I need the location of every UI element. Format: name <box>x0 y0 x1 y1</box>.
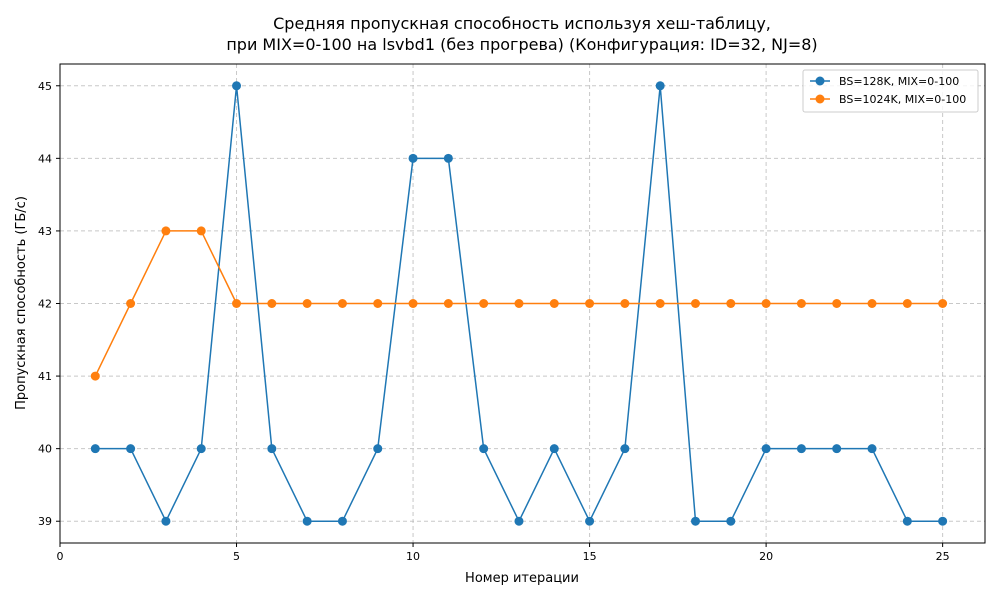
series-2-point <box>408 299 418 308</box>
series-1-point <box>302 516 312 526</box>
series-1 <box>90 81 948 526</box>
series-2-point <box>302 299 312 308</box>
series-2-point <box>761 299 771 308</box>
series-1-point <box>90 444 100 454</box>
series-2-point <box>126 299 136 308</box>
series-1-point <box>655 81 665 91</box>
series-2-point <box>196 226 206 236</box>
series-1-point <box>690 516 700 526</box>
axis-ticks: 0 5 10 15 20 25 39 40 41 42 43 44 45 <box>38 80 950 563</box>
legend-frame <box>802 69 979 113</box>
x-axis-label: Номер итерации <box>465 571 579 586</box>
series-2-point <box>655 299 665 308</box>
series-1-point <box>196 444 206 454</box>
series-1-point <box>796 444 806 454</box>
series-2-point <box>479 299 489 308</box>
series-2 <box>90 226 948 381</box>
series-1-point <box>514 516 524 526</box>
series-1-point <box>726 516 736 526</box>
series-2-point <box>585 299 595 308</box>
series-2-point <box>690 299 700 308</box>
series-1-point <box>902 516 912 526</box>
series-1-point <box>443 153 453 163</box>
series-1-point <box>337 516 347 526</box>
series-group <box>90 81 948 526</box>
y-axis-label: Пропускная способность (ГБ/с) <box>14 196 29 410</box>
series-1-point <box>832 444 842 454</box>
series-2-point <box>620 299 630 308</box>
series-1-point <box>232 81 242 91</box>
series-2-point <box>337 299 347 308</box>
series-2-point <box>443 299 453 308</box>
chart-subtitle: при MIX=0-100 на lsvbd1 (без прогрева) (… <box>226 35 817 54</box>
y-tick-label: 45 <box>38 80 52 93</box>
series-1-point <box>620 444 630 454</box>
series-1-point <box>479 444 489 454</box>
series-2-point <box>232 299 242 308</box>
legend-label-series-2: BS=1024K, MIX=0-100 <box>839 93 966 106</box>
legend-label-series-1: BS=128K, MIX=0-100 <box>839 75 959 88</box>
y-tick-label: 44 <box>38 152 52 165</box>
x-tick-label: 25 <box>936 550 950 563</box>
series-2-point <box>90 371 100 381</box>
series-1-point <box>373 444 383 454</box>
legend: BS=128K, MIX=0-100 BS=1024K, MIX=0-100 <box>802 69 979 113</box>
series-1-point <box>938 516 948 526</box>
series-1-point <box>408 153 418 163</box>
legend-marker-series-1 <box>815 76 825 86</box>
series-2-point <box>867 299 877 308</box>
series-1-point <box>161 516 171 526</box>
series-2-point <box>161 226 171 236</box>
y-tick-label: 41 <box>38 370 52 383</box>
x-tick-label: 10 <box>406 550 420 563</box>
series-2-point <box>902 299 912 308</box>
y-tick-label: 43 <box>38 225 52 238</box>
series-1-point <box>549 444 559 454</box>
series-2-point <box>726 299 736 308</box>
x-tick-label: 20 <box>759 550 773 563</box>
y-tick-label: 40 <box>38 443 52 456</box>
series-1-point <box>267 444 277 454</box>
series-2-point <box>267 299 277 308</box>
series-2-point <box>796 299 806 308</box>
series-2-point <box>514 299 524 308</box>
y-tick-label: 39 <box>38 515 52 528</box>
series-2-point <box>832 299 842 308</box>
series-1-point <box>761 444 771 454</box>
legend-marker-series-2 <box>815 94 825 104</box>
series-2-point <box>938 299 948 308</box>
series-1-point <box>126 444 136 454</box>
series-1-point <box>867 444 877 454</box>
series-2-point <box>373 299 383 308</box>
y-tick-label: 42 <box>38 298 52 311</box>
x-tick-label: 5 <box>233 550 240 563</box>
series-1-point <box>585 516 595 526</box>
x-tick-label: 15 <box>583 550 597 563</box>
series-2-point <box>549 299 559 308</box>
x-tick-label: 0 <box>57 550 64 563</box>
chart-title: Средняя пропускная способность используя… <box>273 14 771 33</box>
